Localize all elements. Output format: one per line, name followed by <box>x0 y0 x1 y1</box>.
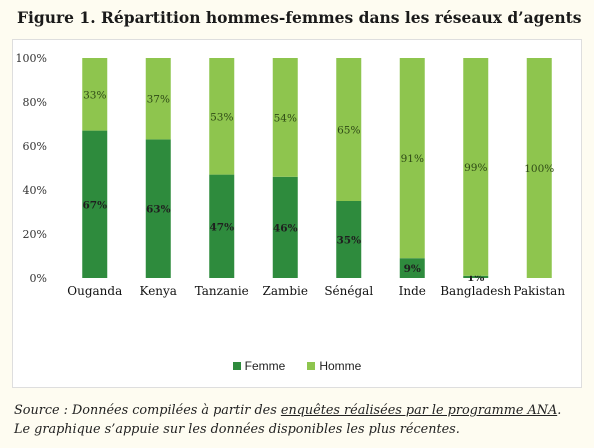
bar-homme <box>82 58 108 131</box>
x-category-label: Kenya <box>140 284 177 298</box>
y-tick-label: 100% <box>16 52 47 65</box>
chart-panel: 0% 20% 40% 60% 80% 100% 67% 33% Ouganda 63% 37% Ken… <box>12 39 582 388</box>
bar-femme <box>82 130 108 278</box>
y-tick-label: 0% <box>30 272 47 285</box>
data-label: 100% <box>524 163 554 175</box>
bar-homme <box>209 58 235 175</box>
y-tick-label: 20% <box>23 228 47 241</box>
x-category-label: Bangladesh <box>440 284 511 298</box>
data-label: 9% <box>404 263 421 275</box>
x-category-label: Tanzanie <box>195 284 249 298</box>
bar-homme <box>272 58 298 177</box>
bar-femme <box>399 258 425 278</box>
data-label: 35% <box>336 235 361 247</box>
bar-femme <box>209 174 235 278</box>
data-label: 91% <box>401 153 424 165</box>
figure-title: Figure 1. Répartition hommes-femmes dans… <box>17 8 582 27</box>
source-suffix: . <box>557 403 562 418</box>
legend-label-femme: Femme <box>244 359 286 373</box>
legend-item-femme: Femme <box>232 359 286 373</box>
data-label: 65% <box>337 125 360 137</box>
source-note: Source : Données compilées à partir des … <box>14 401 584 439</box>
data-label: 33% <box>83 89 106 101</box>
y-tick-label: 80% <box>23 96 47 109</box>
x-category-label: Pakistan <box>513 284 565 298</box>
legend-item-homme: Homme <box>307 359 361 373</box>
x-category-label: Zambie <box>263 284 309 298</box>
bar-chart: 0% 20% 40% 60% 80% 100% 67% 33% Ouganda 63% 37% Ken… <box>16 52 566 298</box>
data-label: 54% <box>274 112 297 124</box>
chart-legend: Femme Homme <box>13 359 581 373</box>
y-tick-label: 40% <box>23 184 47 197</box>
bar-femme <box>145 139 171 278</box>
y-tick-label: 60% <box>23 140 47 153</box>
data-label: 37% <box>147 94 170 106</box>
bar-homme <box>399 58 425 259</box>
bar-homme <box>463 58 489 276</box>
bar-homme <box>336 58 362 201</box>
bar-homme <box>526 58 552 278</box>
bar-femme <box>272 176 298 278</box>
data-label: 63% <box>146 204 171 216</box>
x-category-label: Inde <box>399 284 426 298</box>
data-label: 67% <box>82 199 107 211</box>
data-label: 47% <box>209 221 234 233</box>
source-line-2: Le graphique s’appuie sur les données di… <box>14 422 460 437</box>
data-label: 53% <box>210 111 233 123</box>
bar-femme <box>336 201 362 278</box>
x-category-label: Ouganda <box>67 284 122 298</box>
bar-homme <box>145 58 171 140</box>
legend-swatch-femme <box>232 362 241 370</box>
data-label: 46% <box>273 222 298 234</box>
bar-femme <box>463 275 489 278</box>
source-line-1: Source : Données compilées à partir des … <box>14 401 584 420</box>
legend-swatch-homme <box>307 362 316 370</box>
legend-label-homme: Homme <box>319 359 362 373</box>
source-link[interactable]: enquêtes réalisées par le programme ANA <box>280 403 558 418</box>
source-prefix: Source : Données compilées à partir des <box>14 403 281 418</box>
x-category-label: Sénégal <box>324 284 373 298</box>
data-label: 99% <box>464 162 487 174</box>
